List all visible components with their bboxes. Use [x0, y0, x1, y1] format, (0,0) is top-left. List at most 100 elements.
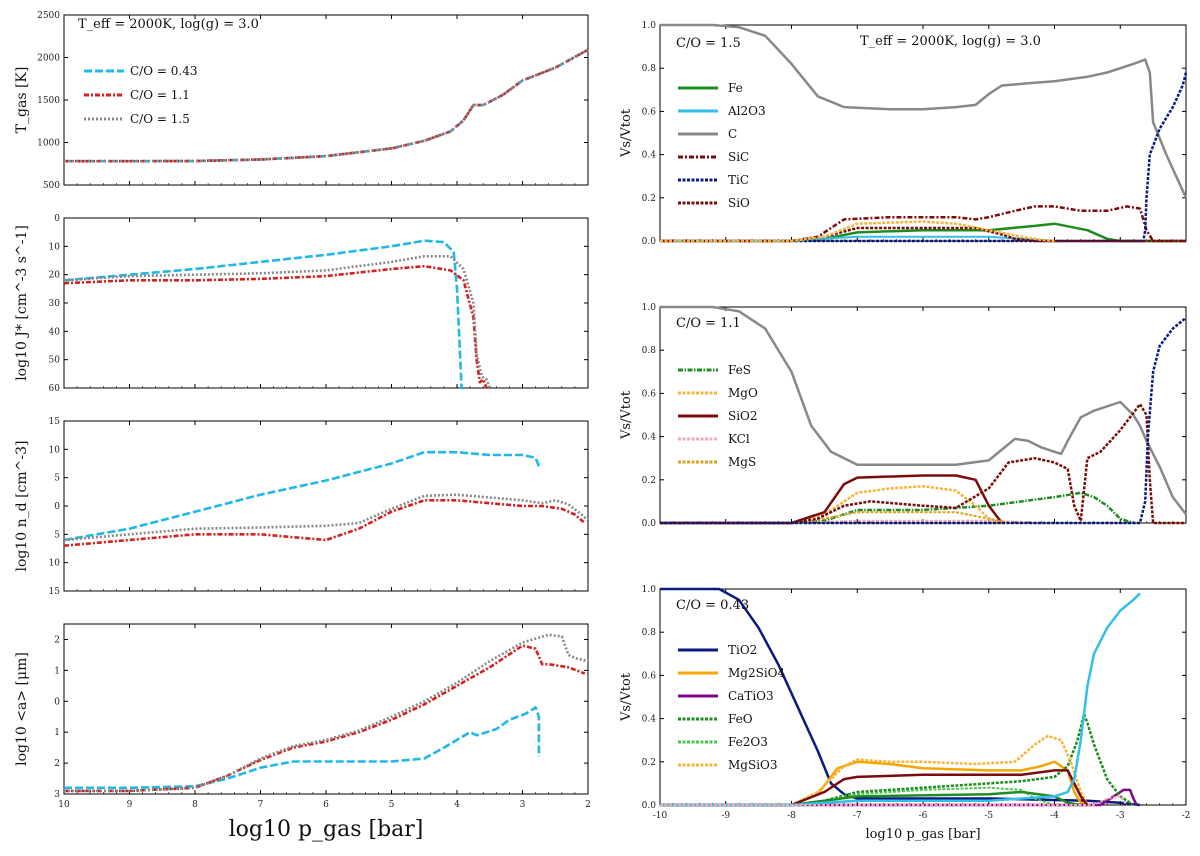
x-tick-label: 7 [258, 800, 264, 810]
x-tick-label: 2 [585, 800, 591, 810]
series-line-c-o-1-5 [64, 48, 589, 163]
vs15-annotation-right: T_eff = 2000K, log(g) = 3.0 [860, 34, 1041, 49]
series-line-c-o-1-1 [63, 498, 586, 547]
x-tick-label: 4 [454, 800, 460, 810]
series-line-sio2 [660, 474, 1003, 525]
vs15-ylabel: Vs/Vtot [619, 108, 634, 158]
panel-tgas: 500 1000 1500 2000 2500 T_eff = 2000K, log(g… [14, 11, 589, 191]
legend-label: SiC [728, 150, 749, 164]
y-tick-label: 0 [54, 697, 60, 707]
panel-vs043: -10 -9 -8 -7 -6 -5 -4 -3 -2 0.0 0.2 0.4 0.6 0.8 1.0 C/… [619, 585, 1190, 842]
nd-ylabel: log10 n_d [cm^-3] [14, 441, 30, 572]
series-line-c [660, 305, 1187, 516]
y-tick-label: 0.6 [642, 671, 657, 681]
tgas-legend: C/O = 0.43 C/O = 1.1 C/O = 1.5 [84, 64, 197, 126]
y-tick-label: 0 [54, 214, 60, 224]
y-tick-label: 1.0 [642, 303, 657, 313]
x-tick-label: 3 [520, 800, 526, 810]
jstar-ylabel: log10 J* [cm^-3 s^-1] [14, 225, 30, 381]
x-tick-label: -4 [1050, 811, 1059, 821]
y-tick-label: 5 [54, 530, 60, 540]
series-line-mgo [660, 220, 1055, 243]
y-tick-label: 0.2 [642, 194, 656, 204]
legend-label: CaTiO3 [728, 689, 774, 703]
series-line-c-o-1-5 [63, 254, 492, 389]
y-tick-label: 10 [49, 445, 61, 455]
vs11-legend: FeS MgO SiO2 KCl MgS [678, 363, 758, 469]
legend-label: Fe2O3 [728, 735, 768, 749]
y-tick-label: 0.6 [642, 107, 657, 117]
series-line-c [660, 23, 1188, 199]
series-line-al2o3 [660, 592, 1141, 807]
vs043-ylabel: Vs/Vtot [619, 672, 634, 722]
legend-label: KCl [728, 432, 750, 446]
y-tick-label: 3 [54, 790, 60, 800]
y-tick-label: 1 [54, 666, 60, 676]
y-tick-label: 0.6 [642, 389, 657, 399]
y-tick-label: 0.4 [642, 433, 657, 443]
series-line-sio2 [660, 769, 1089, 807]
x-tick-label: -3 [1116, 811, 1125, 821]
y-tick-label: 0.8 [642, 346, 657, 356]
series-line-sic [660, 402, 1186, 525]
series-line-fes [660, 491, 1134, 525]
y-tick-label: 2500 [37, 11, 60, 21]
series-line-kcl [660, 795, 1128, 806]
x-tick-label: -8 [787, 811, 796, 821]
series-line-c-o-1-5 [63, 493, 589, 542]
y-tick-label: 0.0 [642, 237, 657, 247]
series-line-mgsio3 [660, 734, 1089, 807]
y-tick-label: 60 [49, 384, 61, 394]
vs11-ylabel: Vs/Vtot [619, 390, 634, 440]
legend-label: TiC [728, 173, 749, 187]
y-tick-label: 40 [49, 327, 61, 337]
y-tick-label: 1000 [37, 139, 60, 149]
series-line-tio2 [660, 587, 1141, 807]
panel-vs15: 0.0 0.2 0.4 0.6 0.8 1.0 C/O = 1.5 T_eff = 200… [619, 21, 1188, 247]
vs15-legend: Fe Al2O3 C SiC TiC SiO [678, 81, 766, 210]
series-line-c-o-1-5 [64, 633, 589, 793]
y-tick-label: 50 [49, 356, 61, 366]
series-line-c-o-0-43 [63, 239, 464, 390]
y-tick-label: 2 [54, 635, 60, 645]
x-tick-label: -5 [984, 811, 993, 821]
x-tick-label: -9 [721, 811, 730, 821]
legend-label: Mg2SiO4 [728, 666, 786, 680]
tgas-ylabel: T_gas [K] [14, 67, 30, 134]
legend-label: Fe [728, 81, 743, 95]
legend-label: C/O = 0.43 [130, 64, 197, 78]
y-tick-label: 20 [49, 271, 61, 281]
vs11-annotation-left: C/O = 1.1 [676, 316, 741, 331]
series-line-c-o-0-43 [63, 450, 542, 542]
x-tick-label: 5 [389, 800, 395, 810]
legend-label: MgO [728, 386, 758, 400]
legend-label: C/O = 1.5 [130, 112, 190, 126]
legend-label: C [728, 127, 737, 141]
x-tick-label: 10 [58, 800, 70, 810]
y-tick-label: 0.2 [642, 758, 656, 768]
panel-nd: 15 10 5 0 5 10 15 log10 n_d [cm^-3] [14, 417, 589, 597]
y-tick-label: 0.0 [642, 801, 657, 811]
y-tick-label: 0.2 [642, 476, 656, 486]
y-tick-label: 10 [49, 559, 61, 569]
x-tick-label: -2 [1182, 811, 1191, 821]
y-tick-label: 15 [49, 587, 61, 597]
series-line-c-o-1-1 [63, 264, 488, 389]
series-line-tic [660, 316, 1187, 525]
legend-label: SiO [728, 196, 750, 210]
legend-label: TiO2 [728, 643, 757, 657]
y-tick-label: 0.0 [642, 519, 657, 529]
x-tick-label: 9 [127, 800, 133, 810]
x-tick-label: -6 [919, 811, 928, 821]
series-line-c-o-0-43 [64, 706, 541, 790]
y-tick-label: 1500 [37, 96, 60, 106]
y-tick-label: 10 [49, 242, 61, 252]
vs043-annotation-left: C/O = 0.43 [676, 598, 749, 613]
panel-jstar: 0 10 20 30 40 50 60 log10 J* [cm^-3 s^-1] [14, 214, 589, 394]
y-tick-label: 0.4 [642, 715, 657, 725]
legend-label: FeO [728, 712, 753, 726]
series-line-sic [660, 205, 1186, 243]
y-tick-label: 15 [49, 417, 61, 427]
series-line-tic [660, 72, 1188, 243]
